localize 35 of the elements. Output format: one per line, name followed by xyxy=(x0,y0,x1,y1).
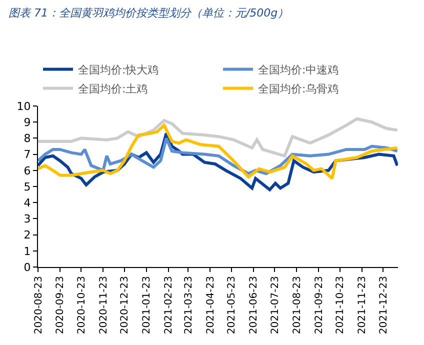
line-series xyxy=(38,117,398,158)
x-tick-label: 2021-10-23 xyxy=(335,276,346,334)
line-series xyxy=(38,124,398,180)
legend-label: 全国均价:快大鸡 xyxy=(78,64,159,77)
x-tick-label: 2021-12-23 xyxy=(378,276,390,334)
y-tick-label: 4 xyxy=(24,196,31,210)
x-tick-label: 2021-01-23 xyxy=(142,276,153,334)
x-tick-label: 2021-08-23 xyxy=(292,276,303,334)
x-tick-label: 2021-09-23 xyxy=(314,276,325,334)
x-tick-label: 2021-11-23 xyxy=(357,276,368,334)
y-tick-label: 10 xyxy=(16,100,31,113)
x-tick-label: 2021-02-23 xyxy=(164,276,175,334)
y-tick-label: 0 xyxy=(24,260,31,274)
x-tick-label: 2020-09-23 xyxy=(55,276,66,334)
x-tick-label: 2020-11-23 xyxy=(98,276,110,334)
legend-label: 全国均价:土鸡 xyxy=(78,82,148,96)
y-tick-label: 3 xyxy=(24,212,31,226)
x-tick-label: 2021-04-23 xyxy=(205,276,216,334)
x-tick-label: 2021-07-23 xyxy=(270,276,281,334)
y-tick-label: 2 xyxy=(24,228,31,242)
x-tick-label: 2020-08-23 xyxy=(33,276,44,334)
y-tick-label: 9 xyxy=(24,116,31,129)
y-tick-label: 7 xyxy=(24,148,31,162)
x-tick-label: 2020-10-23 xyxy=(76,276,88,334)
x-tick-label: 2021-06-23 xyxy=(248,276,260,334)
x-tick-label: 2020-12-23 xyxy=(120,276,131,334)
y-tick-label: 8 xyxy=(24,132,31,146)
y-tick-label: 1 xyxy=(24,244,31,258)
legend-label: 全国均价:乌骨鸡 xyxy=(258,82,339,96)
y-tick-label: 5 xyxy=(24,180,31,194)
x-tick-label: 2021-05-23 xyxy=(226,276,238,334)
legend-label: 全国均价:中速鸡 xyxy=(258,64,339,77)
x-tick-label: 2021-03-23 xyxy=(183,276,194,334)
chart-title: 图表 71：全国黄羽鸡均价按类型划分（单位：元/500g） xyxy=(8,6,289,20)
y-tick-label: 6 xyxy=(24,164,31,178)
